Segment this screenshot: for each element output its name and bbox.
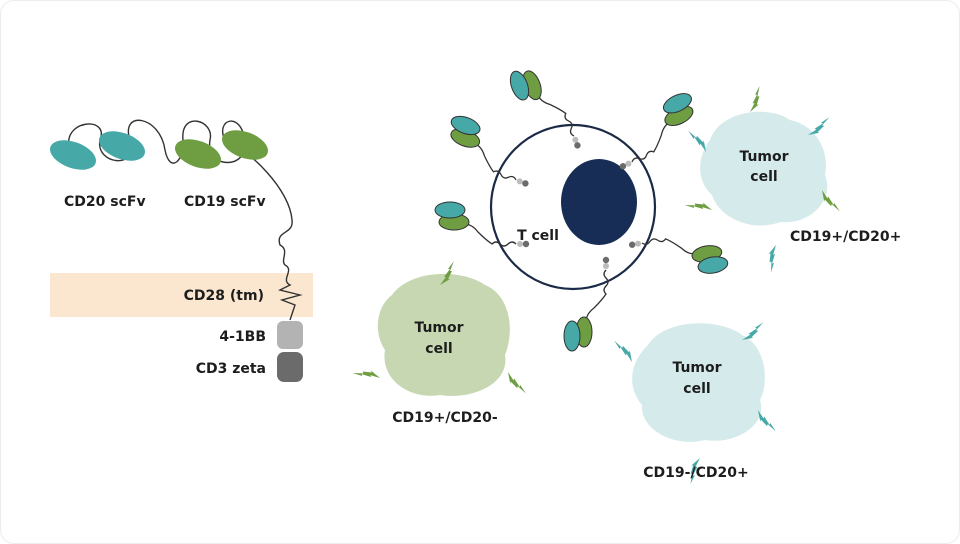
car-receptor xyxy=(563,256,610,352)
t-cell-label: T cell xyxy=(517,228,559,244)
tumor-2-phenotype: CD19+/CD20- xyxy=(392,410,498,426)
t-cell-membrane xyxy=(489,123,657,291)
tm-band xyxy=(50,273,313,317)
tumor-3-phenotype: CD19-/CD20+ xyxy=(643,465,748,481)
car-receptor xyxy=(434,201,530,248)
costim-domain xyxy=(277,321,303,349)
tumor-1-phenotype: CD19+/CD20+ xyxy=(790,229,901,245)
tumor-1-title: Tumor xyxy=(739,149,788,165)
tumor-cell-1: Tumor cell xyxy=(683,85,845,273)
costim-label: 4-1BB xyxy=(219,329,266,345)
tumor-cell-3: Tumor cell xyxy=(609,317,781,485)
tumor-2-title: Tumor xyxy=(414,320,463,336)
car-receptor xyxy=(601,89,708,172)
tumor-1-title-2: cell xyxy=(750,169,777,185)
tumor-cell-2: Tumor cell xyxy=(352,261,531,396)
tumor-3-title: Tumor xyxy=(672,360,721,376)
cd19-vh-domain xyxy=(175,139,221,169)
signal-label: CD3 zeta xyxy=(196,361,266,377)
cd20-vh-domain xyxy=(50,140,96,170)
car-receptor xyxy=(438,112,544,189)
car-receptor xyxy=(627,225,730,288)
t-cell-nucleus xyxy=(561,159,637,245)
cd28-tm-label: CD28 (tm) xyxy=(184,288,264,304)
cd19-vl-domain xyxy=(222,130,268,160)
tumor-2-title-2: cell xyxy=(425,341,452,357)
cd20-vl-domain xyxy=(99,131,145,161)
signal-domain xyxy=(277,352,303,382)
tumor-3-title-2: cell xyxy=(683,381,710,397)
cd20-scfv-label: CD20 scFv xyxy=(64,194,146,210)
cd19-scfv-label: CD19 scFv xyxy=(184,194,266,210)
car-construct xyxy=(50,119,303,382)
